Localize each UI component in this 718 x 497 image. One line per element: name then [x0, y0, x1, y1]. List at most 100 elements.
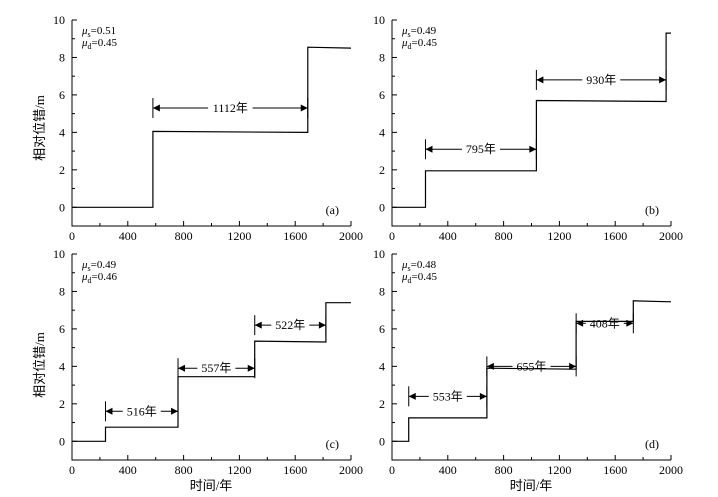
- arrowhead-left: [486, 362, 494, 370]
- y-tick-label: 4: [379, 125, 385, 139]
- panels: 0 400 800 1200 1600 200002468101112年μs=0.51μd…: [53, 13, 683, 477]
- x-tick-label: 400: [119, 463, 137, 477]
- interval-label: 795年: [466, 142, 496, 156]
- arrowhead-right: [247, 364, 255, 372]
- interval-label: 516年: [127, 404, 157, 418]
- arrowhead-left: [425, 145, 433, 153]
- param-label-0: μs=0.49: [81, 259, 117, 273]
- x-tick-label: 2000: [659, 229, 683, 243]
- panel-label: (d): [645, 437, 659, 451]
- param-label-0: μs=0.49: [401, 25, 437, 39]
- x-tick-label: 0: [69, 463, 75, 477]
- arrowhead-right: [569, 362, 577, 370]
- param-label-0: μs=0.48: [401, 259, 437, 273]
- x-tick-label: 400: [439, 229, 457, 243]
- y-tick-label: 8: [379, 284, 385, 298]
- y-tick-label: 4: [59, 359, 65, 373]
- x-tick-label: 800: [495, 229, 513, 243]
- x-tick-label: 800: [175, 463, 193, 477]
- interval-label: 557年: [201, 361, 231, 375]
- arrowhead-right: [659, 76, 667, 84]
- y-axis-label-top: 相对位错/m: [32, 95, 47, 161]
- axis-frame: [71, 20, 351, 227]
- x-axis-label-left: 时间/年: [190, 478, 233, 493]
- y-tick-label: 10: [373, 13, 385, 27]
- arrowhead-left: [152, 104, 160, 112]
- x-tick-label: 0: [69, 229, 75, 243]
- param-label-1: μd=0.45: [401, 271, 437, 285]
- x-tick-label: 400: [119, 229, 137, 243]
- interval-label: 1112年: [213, 101, 248, 115]
- arrowhead-left: [254, 321, 262, 329]
- panel-label: (a): [326, 203, 339, 217]
- y-tick-label: 6: [59, 88, 65, 102]
- y-tick-label: 4: [59, 125, 65, 139]
- param-label-1: μd=0.46: [81, 271, 117, 285]
- x-tick-label: 1600: [283, 229, 307, 243]
- x-tick-label: 0: [389, 463, 395, 477]
- axis-frame: [71, 254, 351, 461]
- series-line-0: [72, 46, 352, 208]
- arrowhead-left: [105, 407, 113, 415]
- arrowhead-right: [479, 392, 487, 400]
- interval-label: 522年: [275, 318, 305, 332]
- interval-label: 655年: [516, 359, 546, 373]
- y-tick-label: 4: [379, 359, 385, 373]
- y-tick-label: 0: [379, 434, 385, 448]
- arrowhead-right: [171, 407, 179, 415]
- y-tick-label: 6: [379, 88, 385, 102]
- y-tick-label: 10: [53, 13, 65, 27]
- x-tick-label: 0: [389, 229, 395, 243]
- interval-label: 553年: [433, 389, 463, 403]
- y-tick-label: 6: [59, 322, 65, 336]
- y-tick-label: 2: [59, 397, 65, 411]
- y-tick-label: 10: [373, 247, 385, 261]
- y-tick-label: 6: [379, 322, 385, 336]
- param-label-1: μd=0.45: [81, 37, 117, 51]
- y-tick-label: 0: [379, 200, 385, 214]
- y-tick-label: 0: [59, 200, 65, 214]
- y-tick-label: 8: [59, 50, 65, 64]
- arrowhead-left: [178, 364, 186, 372]
- interval-label: 930年: [586, 73, 616, 87]
- chart-panel-c: 0 400 800 1200 1600 2000 0 2 4 6 8 10 516年 557年 522年 μs…: [53, 247, 363, 477]
- chart-panel-b: 0 400 800 1200 1600 2000 0 2 4 6 8 10 795年 930年 μs=0.4…: [373, 13, 683, 243]
- arrowhead-right: [626, 319, 634, 327]
- x-tick-label: 1600: [603, 463, 627, 477]
- x-tick-label: 800: [495, 463, 513, 477]
- x-tick-label: 1600: [283, 463, 307, 477]
- y-tick-label: 2: [379, 397, 385, 411]
- y-tick-label: 2: [59, 163, 65, 177]
- panel-label: (b): [645, 203, 659, 217]
- chart-panel-d: 0 400 800 1200 1600 2000 0 2 4 6 8 10 553年 655年 408年 μs…: [373, 247, 683, 477]
- arrowhead-left: [536, 76, 544, 84]
- chart-panel-a: 0 400 800 1200 1600 2000 0 2 4 6 8 10 1112年 μs=0.51μd…: [53, 13, 363, 243]
- x-tick-label: 1200: [547, 463, 571, 477]
- x-tick-label: 1200: [227, 463, 251, 477]
- y-tick-label: 8: [59, 284, 65, 298]
- x-tick-label: 1200: [227, 229, 251, 243]
- param-label-1: μd=0.45: [401, 37, 437, 51]
- x-tick-label: 2000: [339, 463, 363, 477]
- param-label-0: μs=0.51: [81, 25, 116, 39]
- x-tick-label: 800: [175, 229, 193, 243]
- y-tick-label: 10: [53, 247, 65, 261]
- y-tick-label: 8: [379, 50, 385, 64]
- y-axis-label-bottom: 相对位错/m: [32, 332, 47, 398]
- series-line-0: [392, 32, 671, 208]
- panel-label: (c): [326, 437, 339, 451]
- x-tick-label: 1600: [603, 229, 627, 243]
- arrowhead-right: [300, 104, 308, 112]
- y-tick-label: 2: [379, 163, 385, 177]
- arrowhead-right: [318, 321, 326, 329]
- arrowhead-left: [576, 319, 584, 327]
- axis-frame: [391, 254, 671, 461]
- series-line-0: [392, 300, 672, 442]
- y-tick-label: 0: [59, 434, 65, 448]
- arrowhead-left: [408, 392, 416, 400]
- x-tick-label: 400: [439, 463, 457, 477]
- axis-frame: [391, 20, 671, 227]
- arrowhead-right: [529, 145, 537, 153]
- x-tick-label: 2000: [659, 463, 683, 477]
